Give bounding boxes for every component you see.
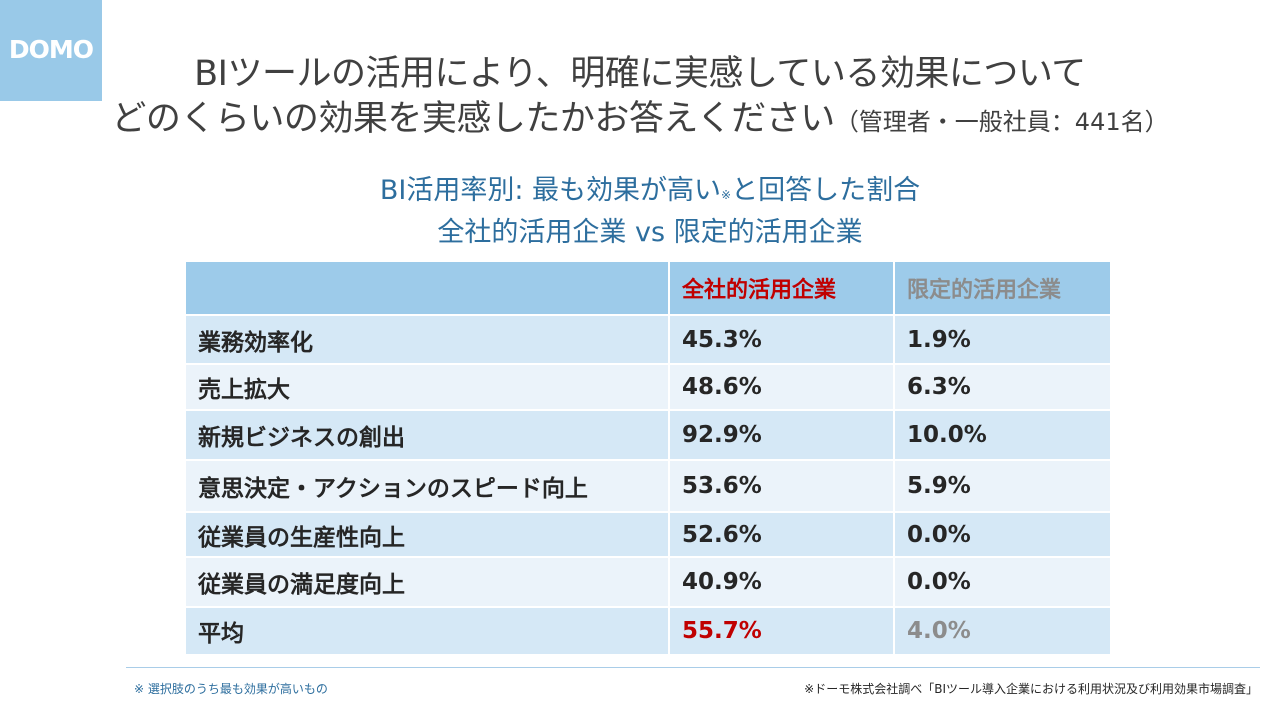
value-company-wide: 48.6%: [670, 365, 895, 411]
value-limited: 6.3%: [895, 365, 1110, 411]
title-note: （管理者・一般社員：441名）: [834, 108, 1169, 136]
title-line1: BIツールの活用により、明確に実感している効果について: [194, 54, 1086, 94]
title-line2-wrap: どのくらいの効果を実感したかお答えください（管理者・一般社員：441名）: [100, 97, 1180, 145]
subtitle-line2: 全社的活用企業 vs 限定的活用企業: [437, 217, 863, 248]
subtitle-line1: BI活用率別: 最も効果が高い※と回答した割合: [200, 172, 1100, 214]
value-company-wide: 55.7%: [670, 608, 895, 656]
row-label: 従業員の満足度向上: [186, 558, 670, 608]
value-limited: 1.9%: [895, 316, 1110, 365]
table-row: 従業員の満足度向上 40.9% 0.0%: [186, 558, 1110, 608]
value-limited: 10.0%: [895, 411, 1110, 461]
value-company-wide: 53.6%: [670, 461, 895, 513]
footnote-choice: ※ 選択肢のうち最も効果が高いもの: [134, 682, 328, 696]
subtitle-note-mark: ※: [721, 188, 732, 202]
row-label: 新規ビジネスの創出: [186, 411, 670, 461]
header-limited: 限定的活用企業: [895, 262, 1110, 316]
value-company-wide: 45.3%: [670, 316, 895, 365]
logo-text: DOMO: [8, 35, 94, 64]
table-row: 新規ビジネスの創出 92.9% 10.0%: [186, 411, 1110, 461]
page-title: BIツールの活用により、明確に実感している効果について どのくらいの効果を実感し…: [100, 52, 1180, 145]
subtitle-line1-a: BI活用率別: 最も効果が高い: [379, 175, 722, 206]
footnote-source: ※ドーモ株式会社調べ「BIツール導入企業における利用状況及び利用効果市場調査」: [804, 682, 1258, 696]
value-company-wide: 52.6%: [670, 513, 895, 558]
value-company-wide: 92.9%: [670, 411, 895, 461]
row-label: 意思決定・アクションのスピード向上: [186, 461, 670, 513]
table-subtitle: BI活用率別: 最も効果が高い※と回答した割合 全社的活用企業 vs 限定的活用…: [200, 172, 1100, 252]
title-line2: どのくらいの効果を実感したかお答えください: [111, 99, 835, 139]
table-row-average: 平均 55.7% 4.0%: [186, 608, 1110, 656]
row-label: 業務効率化: [186, 316, 670, 365]
value-limited: 0.0%: [895, 513, 1110, 558]
value-limited: 0.0%: [895, 558, 1110, 608]
header-company-wide: 全社的活用企業: [670, 262, 895, 316]
table-row: 従業員の生産性向上 52.6% 0.0%: [186, 513, 1110, 558]
table-header-row: 全社的活用企業 限定的活用企業: [186, 262, 1110, 316]
table-row: 意思決定・アクションのスピード向上 53.6% 5.9%: [186, 461, 1110, 513]
row-label: 従業員の生産性向上: [186, 513, 670, 558]
subtitle-line1-b: と回答した割合: [731, 175, 921, 206]
header-label-cell: [186, 262, 670, 316]
footer-divider: [126, 667, 1260, 668]
domo-logo: DOMO: [0, 0, 102, 101]
value-company-wide: 40.9%: [670, 558, 895, 608]
value-limited: 4.0%: [895, 608, 1110, 656]
value-limited: 5.9%: [895, 461, 1110, 513]
table-row: 売上拡大 48.6% 6.3%: [186, 365, 1110, 411]
row-label: 平均: [186, 608, 670, 656]
results-table: 全社的活用企業 限定的活用企業 業務効率化 45.3% 1.9% 売上拡大 48…: [186, 262, 1110, 656]
row-label: 売上拡大: [186, 365, 670, 411]
table-row: 業務効率化 45.3% 1.9%: [186, 316, 1110, 365]
